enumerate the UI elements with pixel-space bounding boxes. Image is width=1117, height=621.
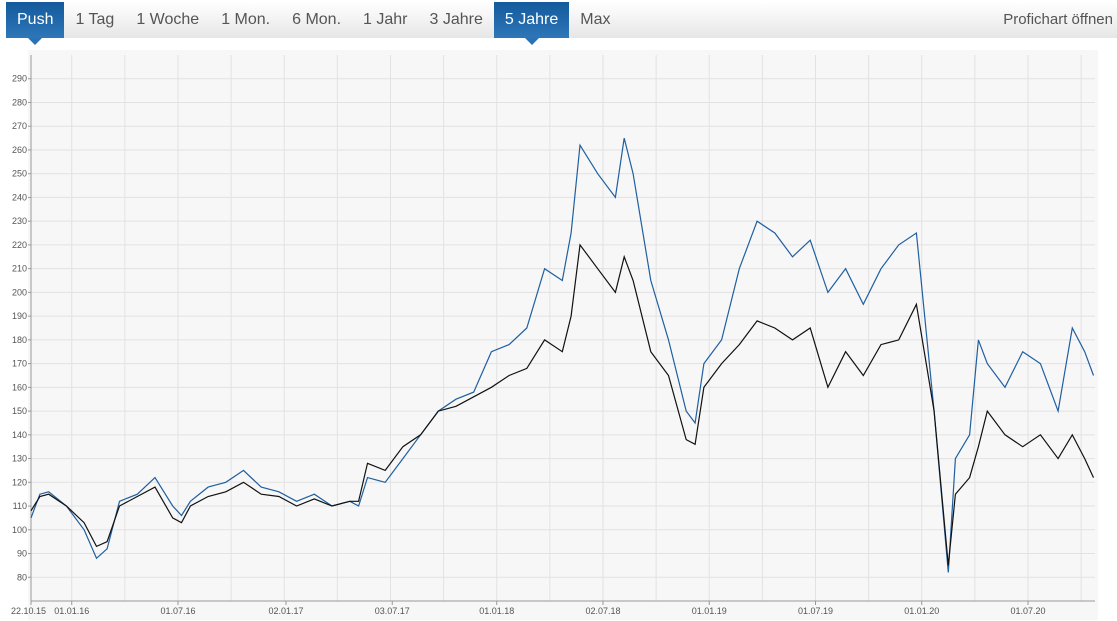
x-tick-label: 01.01.20 (904, 606, 939, 616)
plot-background (28, 50, 1098, 620)
x-tick-label: 02.07.18 (585, 606, 620, 616)
tab-5-jahre[interactable]: 5 Jahre (493, 2, 570, 45)
y-tick-label: 190 (12, 311, 27, 321)
y-tick-label: 270 (12, 121, 27, 131)
tab-max[interactable]: Max (580, 11, 611, 28)
tab-1-woche[interactable]: 1 Woche (136, 11, 200, 28)
x-tick-label: 01.07.16 (160, 606, 195, 616)
tab-1-mon-[interactable]: 1 Mon. (221, 11, 271, 28)
series-line-black (30, 243, 1095, 566)
period-tab-bar: Push 1 Tag 1 Woche 1 Mon. 6 Mon. 1 Jahr 3 Jahr… (6, 2, 1117, 45)
tab-6-mon-[interactable]: 6 Mon. (292, 11, 342, 28)
y-tick-label: 210 (12, 264, 27, 274)
y-tick-label: 80 (17, 572, 27, 582)
y-tick-label: 280 (12, 97, 27, 107)
y-tick-label: 220 (12, 240, 27, 250)
y-tick-label: 120 (12, 477, 27, 487)
y-tick-label: 170 (12, 359, 27, 369)
y-tick-label: 160 (12, 382, 27, 392)
tab-push[interactable]: Push (6, 2, 65, 45)
y-tick-label: 110 (13, 501, 27, 511)
x-tick-label: 01.01.19 (692, 606, 727, 616)
y-tick-label: 240 (12, 192, 27, 202)
y-tick-label: 230 (12, 216, 27, 226)
y-tick-label: 180 (12, 335, 27, 345)
tab-1-jahr[interactable]: 1 Jahr (363, 11, 408, 28)
x-tick-label: 01.01.18 (479, 606, 514, 616)
x-tick-label: 02.01.17 (268, 606, 303, 616)
y-tick-label: 290 (12, 74, 27, 84)
y-tick-label: 150 (12, 406, 27, 416)
y-tick-label: 140 (12, 430, 27, 440)
y-tick-label: 250 (12, 169, 27, 179)
x-tick-label: 01.07.20 (1010, 606, 1045, 616)
tab-3-jahre[interactable]: 3 Jahre (429, 11, 483, 28)
x-tick-label: 03.07.17 (375, 606, 410, 616)
y-tick-label: 260 (12, 145, 27, 155)
y-tick-label: 100 (12, 525, 27, 535)
y-tick-label: 130 (12, 454, 27, 464)
tab-1-tag[interactable]: 1 Tag (75, 11, 115, 28)
x-tick-label: 01.07.19 (798, 606, 833, 616)
y-tick-label: 200 (12, 287, 27, 297)
x-tick-label: 22.10.15 (11, 606, 46, 616)
profichart-open-link[interactable]: Profichart öffnen (1003, 11, 1113, 28)
y-tick-label: 90 (17, 549, 27, 559)
x-tick-label: 01.01.16 (54, 606, 89, 616)
